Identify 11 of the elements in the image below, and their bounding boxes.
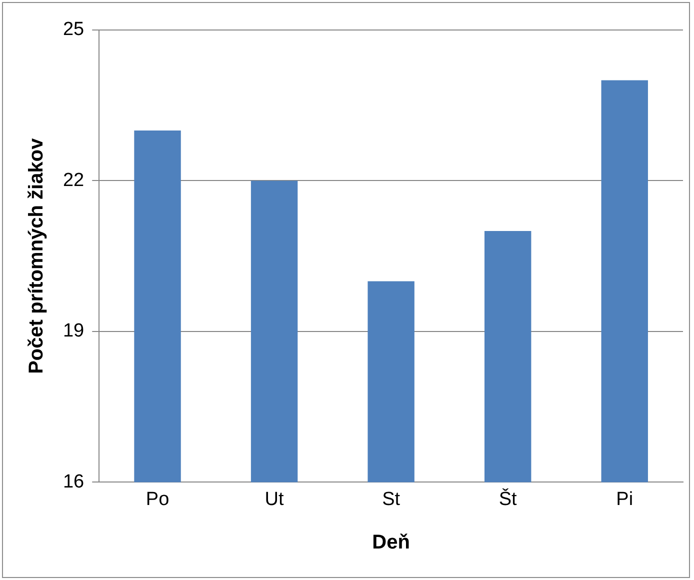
x-axis-title: Deň xyxy=(372,532,410,554)
y-tick-label: 22 xyxy=(62,170,84,191)
y-tick-label: 19 xyxy=(62,320,84,342)
x-tick-label: St xyxy=(382,488,401,510)
y-axis-title: Počet prítomných žiakov xyxy=(26,137,48,374)
x-tick-label: Po xyxy=(146,488,170,510)
y-tick-label: 25 xyxy=(62,19,84,40)
y-tick-label: 16 xyxy=(62,471,84,492)
x-tick-label: Pi xyxy=(616,488,634,510)
x-tick-label: Ut xyxy=(264,488,285,510)
x-tick-label: Št xyxy=(498,488,518,510)
